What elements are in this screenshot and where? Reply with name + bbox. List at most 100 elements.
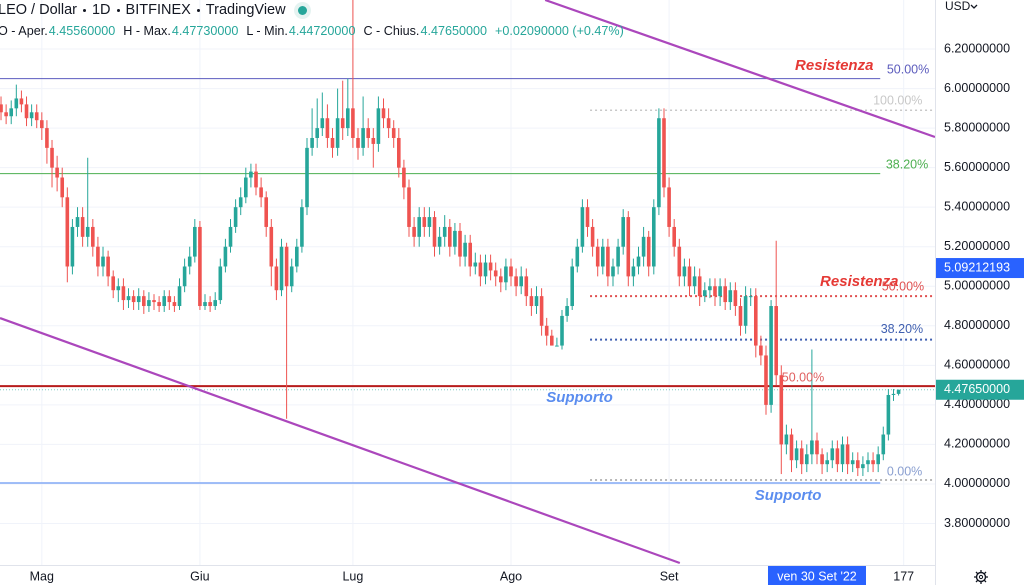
candle-body	[80, 217, 85, 237]
annotation: 0.00%	[887, 464, 922, 478]
candle-body	[45, 128, 49, 148]
candle-body	[611, 266, 615, 277]
candle-body	[264, 197, 269, 227]
candle-body	[300, 207, 304, 247]
candle-body	[565, 306, 569, 316]
ohlc-label: L - Min.	[246, 24, 288, 38]
y-tick-label: 5.00000000	[944, 279, 1010, 293]
candle-body	[692, 276, 697, 287]
candle-body	[259, 187, 263, 198]
currency-dropdown[interactable]	[970, 4, 978, 9]
ohlc-label: H - Max.	[123, 24, 171, 38]
interval[interactable]: 1D	[77, 0, 111, 21]
candle-body	[40, 120, 44, 129]
candle-body	[106, 256, 110, 277]
candle-body	[468, 242, 473, 267]
candle-body	[759, 345, 763, 356]
candle-body	[269, 226, 274, 267]
candle-body	[289, 266, 294, 287]
candle-body	[718, 286, 722, 297]
candle-body	[0, 104, 3, 113]
market-status	[297, 6, 307, 15]
candle-body	[167, 296, 172, 303]
candle-body	[244, 177, 248, 198]
settings-icon[interactable]	[974, 570, 988, 584]
candle-body	[4, 112, 8, 117]
candle-body	[101, 256, 105, 267]
candle-body	[896, 389, 901, 394]
candle-body	[881, 434, 886, 455]
candle-body	[815, 440, 819, 455]
candle-body	[351, 108, 355, 138]
last-price-label: 4.47650000	[944, 382, 1010, 396]
trend-line	[544, 0, 936, 139]
ohlc-label: O - Aper.	[0, 24, 48, 38]
candle-body	[866, 460, 870, 465]
candle-body	[340, 118, 345, 129]
candle-body	[19, 98, 24, 105]
candle-body	[361, 128, 365, 148]
annotation: Resistenza	[820, 273, 898, 290]
candle-body	[34, 112, 39, 121]
candle-body	[825, 460, 829, 465]
candle-body	[820, 454, 824, 465]
candle-body	[136, 296, 141, 303]
annotation: 38.20%	[886, 157, 928, 171]
candle-body	[493, 270, 498, 277]
candle-body	[514, 276, 518, 287]
candle-body	[448, 226, 452, 247]
candle-body	[126, 296, 131, 301]
candle-body	[305, 147, 309, 208]
candle-body	[60, 177, 65, 198]
candle-body	[682, 266, 687, 277]
candle-body	[840, 444, 845, 465]
y-tick-label: 6.00000000	[944, 81, 1010, 95]
candle-body	[162, 296, 167, 307]
candle-body	[845, 444, 850, 465]
candle-body	[600, 246, 605, 267]
candle-body	[631, 266, 636, 277]
candle-body	[417, 217, 422, 237]
annotation: 38.20%	[881, 322, 923, 336]
candle-body	[702, 290, 707, 297]
candle-body	[249, 171, 253, 178]
candle-body	[75, 217, 80, 227]
annotation: Resistenza	[795, 57, 873, 74]
annotation: 100.00%	[873, 93, 922, 107]
candle-body	[147, 300, 151, 307]
candle-body	[687, 266, 692, 287]
y-tick-label: 5.60000000	[944, 160, 1010, 174]
candle-body	[789, 434, 794, 461]
candle-body	[463, 242, 467, 257]
candle-body	[855, 460, 860, 469]
candle-body	[193, 226, 197, 257]
candle-body	[753, 296, 758, 346]
candle-body	[738, 306, 743, 326]
candle-body	[590, 226, 595, 247]
x-tick-label: Giu	[190, 569, 210, 583]
candle-body	[478, 262, 483, 277]
candle-body	[142, 296, 146, 307]
candle-body	[254, 171, 258, 188]
candle-body	[228, 226, 233, 247]
candle-body	[208, 302, 212, 307]
y-tick-label: 3.80000000	[944, 516, 1010, 530]
crosshair-price-label: 5.09212193	[944, 260, 1010, 274]
ohlc-label: C - Chius.	[363, 24, 420, 38]
candle-body	[519, 276, 524, 287]
candle-body	[437, 236, 442, 247]
candle-body	[320, 118, 325, 129]
symbol[interactable]: LEO / Dollar	[0, 2, 77, 18]
candle-body	[616, 246, 620, 267]
candle-body	[330, 137, 335, 148]
x-tick-label: 177	[893, 569, 914, 583]
y-tick-label: 4.80000000	[944, 318, 1010, 332]
candle-body	[651, 207, 656, 267]
candle-body	[381, 108, 386, 119]
currency[interactable]: USD	[945, 0, 971, 13]
annotation: Supporto	[755, 487, 822, 504]
candle-body	[488, 262, 493, 271]
candle-body	[748, 296, 753, 298]
candle-body	[555, 345, 559, 347]
